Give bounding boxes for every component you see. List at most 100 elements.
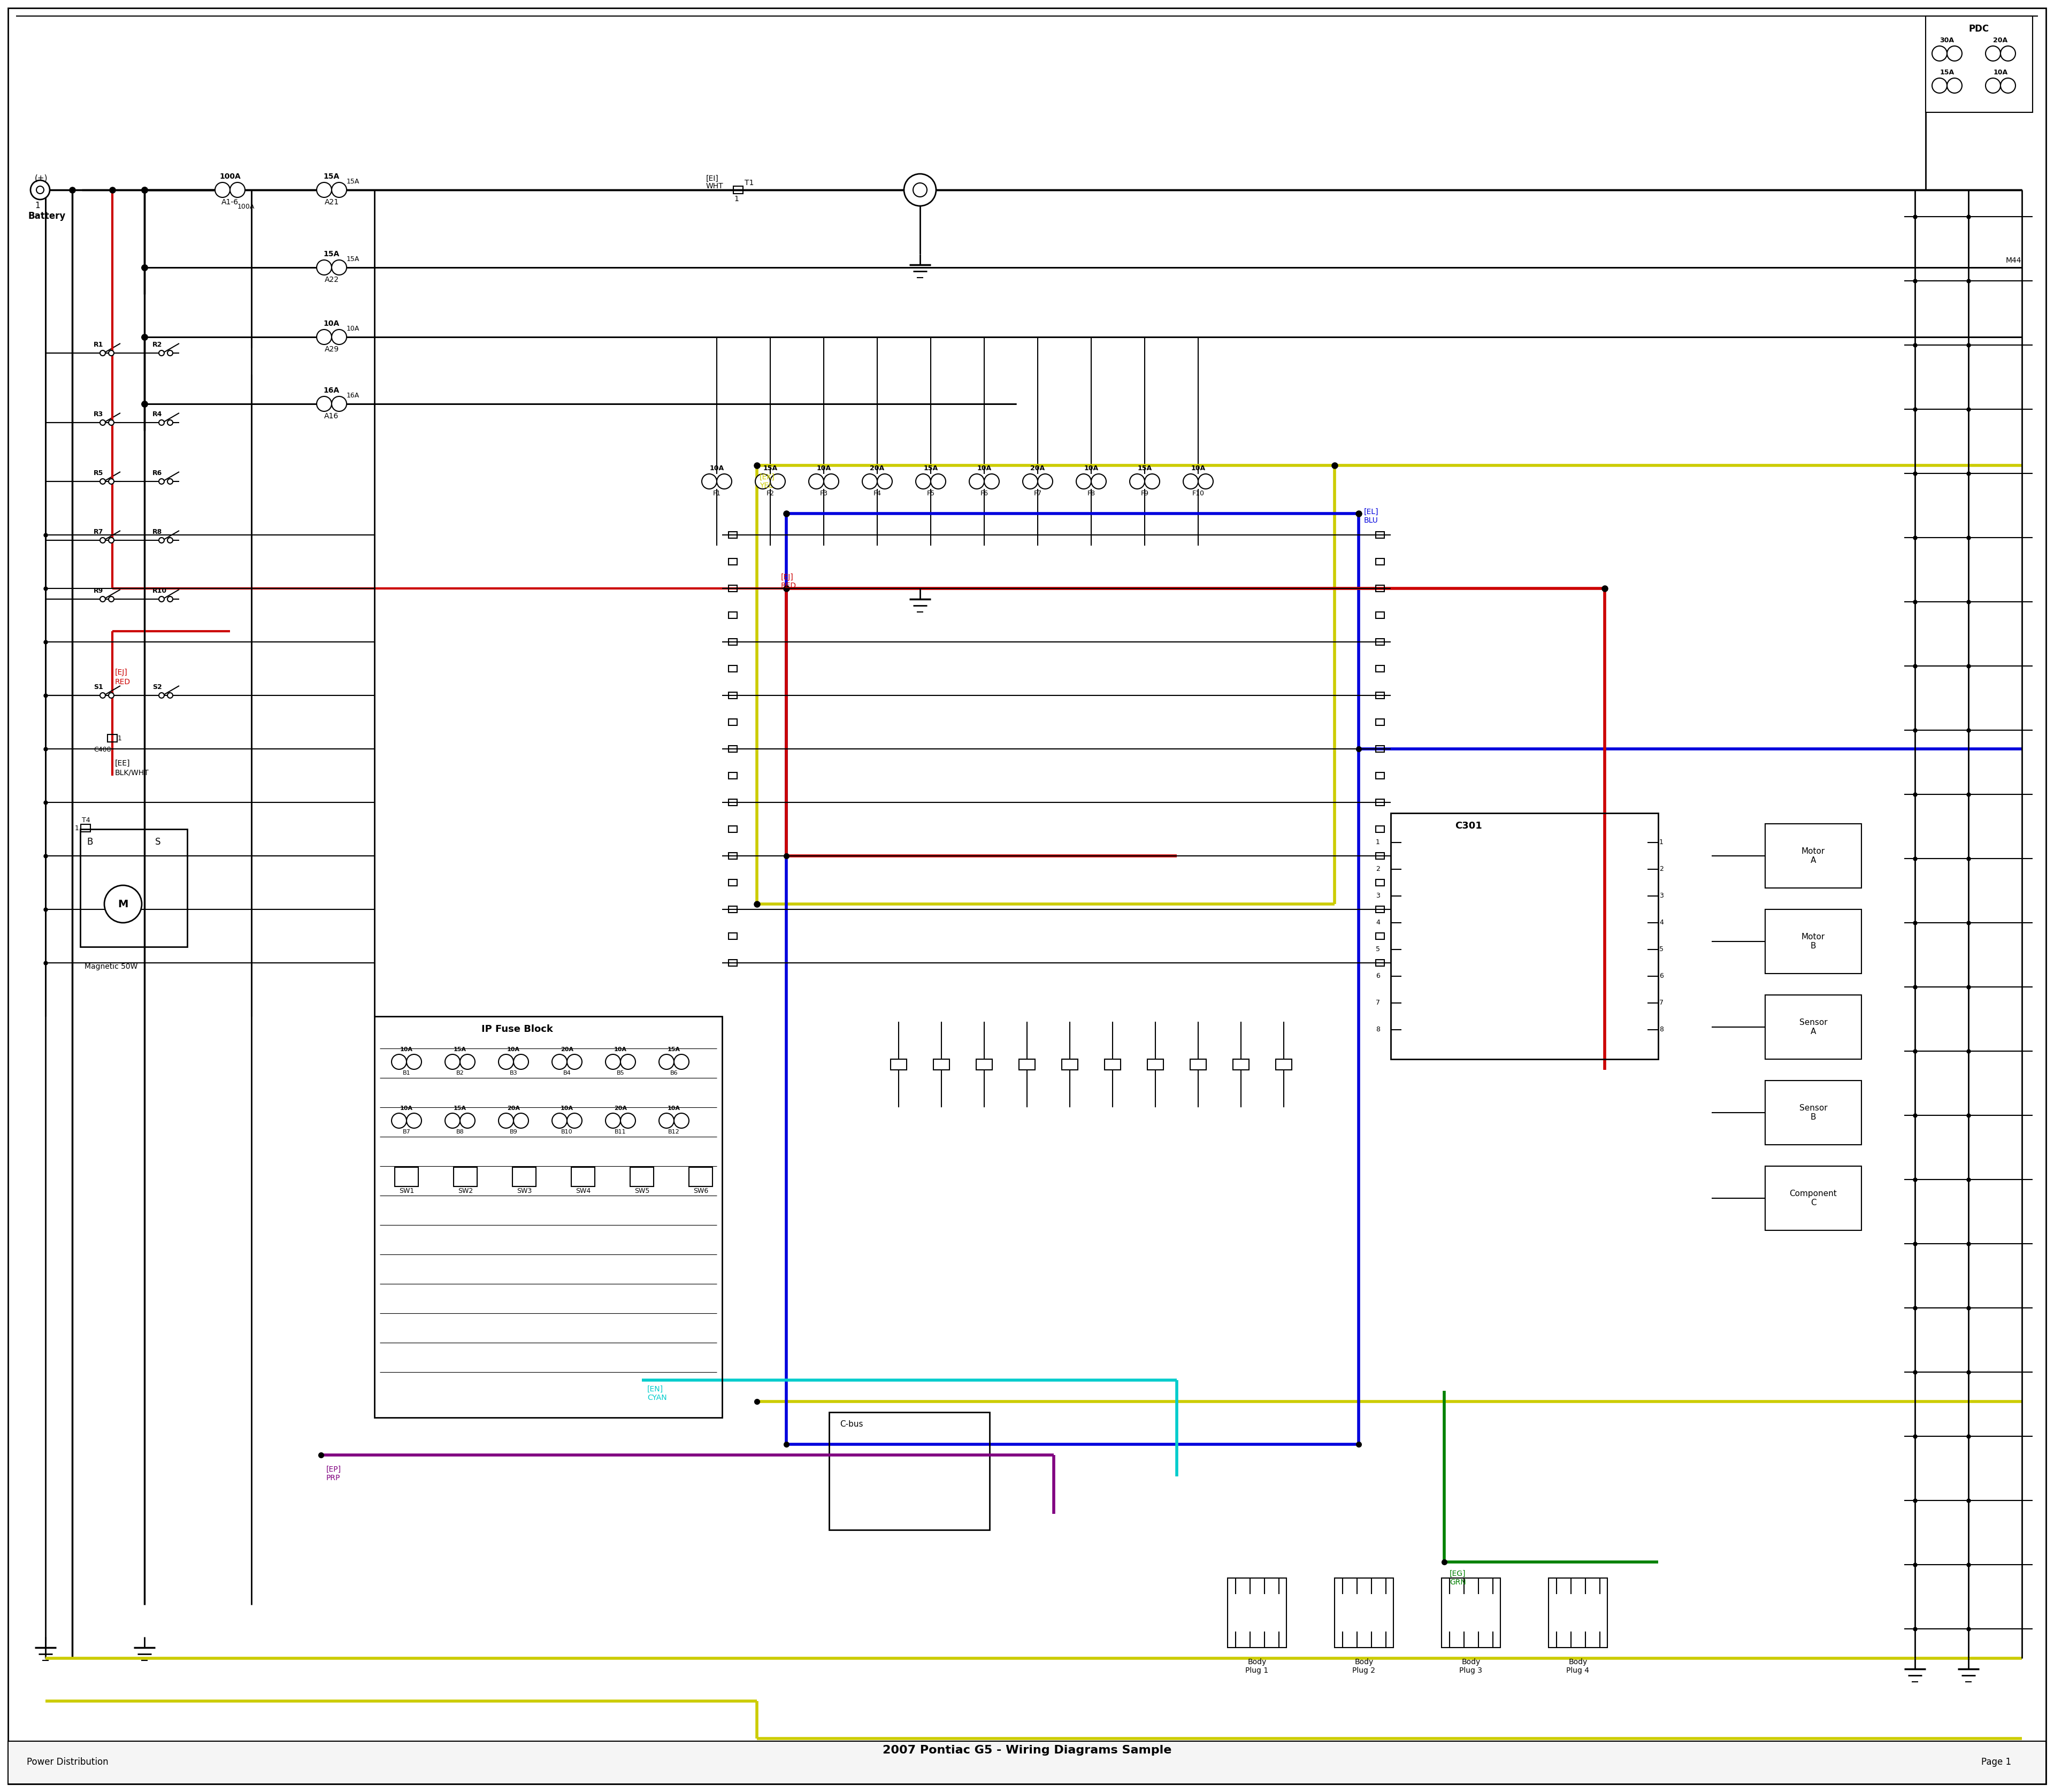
Bar — [1764, 995, 1861, 1059]
Circle shape — [407, 1113, 421, 1129]
Circle shape — [158, 538, 164, 543]
Circle shape — [109, 351, 113, 357]
Text: Sensor
A: Sensor A — [1799, 1018, 1828, 1036]
Bar — [1105, 1059, 1121, 1070]
Text: 10A: 10A — [709, 464, 723, 471]
Bar — [1376, 907, 1384, 912]
Text: 15A: 15A — [1939, 70, 1953, 75]
Circle shape — [930, 473, 945, 489]
Circle shape — [168, 597, 173, 602]
Text: SW6: SW6 — [692, 1188, 709, 1195]
Text: 15A: 15A — [1138, 464, 1152, 471]
Circle shape — [770, 473, 785, 489]
Circle shape — [1023, 473, 1037, 489]
Circle shape — [460, 1054, 474, 1070]
Bar — [631, 1167, 653, 1186]
Bar — [1764, 824, 1861, 889]
Circle shape — [158, 351, 164, 357]
Circle shape — [620, 1054, 635, 1070]
Bar — [1148, 1059, 1163, 1070]
Circle shape — [216, 183, 230, 197]
Text: S2: S2 — [152, 683, 162, 690]
Circle shape — [904, 174, 937, 206]
Circle shape — [606, 1054, 620, 1070]
Bar — [729, 934, 737, 939]
Text: 15A: 15A — [924, 464, 939, 471]
Text: R6: R6 — [152, 470, 162, 477]
Circle shape — [392, 1054, 407, 1070]
Bar — [1376, 853, 1384, 858]
Text: 15A: 15A — [668, 1047, 680, 1052]
Circle shape — [460, 1113, 474, 1129]
Text: 10A: 10A — [668, 1106, 680, 1111]
Text: [EE]: [EE] — [115, 760, 129, 767]
Bar — [1376, 665, 1384, 672]
Text: B7: B7 — [403, 1129, 411, 1134]
Circle shape — [168, 694, 173, 699]
Circle shape — [316, 183, 331, 197]
Circle shape — [109, 694, 113, 699]
Text: 100A: 100A — [220, 172, 240, 181]
Circle shape — [514, 1113, 528, 1129]
Bar — [1764, 1167, 1861, 1231]
Circle shape — [756, 473, 770, 489]
Text: 1: 1 — [117, 735, 121, 742]
Text: C408: C408 — [94, 745, 111, 753]
Bar — [729, 665, 737, 672]
Bar — [1232, 1059, 1249, 1070]
Circle shape — [446, 1054, 460, 1070]
Circle shape — [316, 330, 331, 344]
Text: 10A: 10A — [401, 1047, 413, 1052]
Bar — [1276, 1059, 1292, 1070]
Circle shape — [316, 260, 331, 274]
Text: [EI]: [EI] — [707, 176, 719, 183]
Circle shape — [606, 1113, 620, 1129]
Bar — [1764, 1081, 1861, 1145]
Text: B12: B12 — [668, 1129, 680, 1134]
Bar — [976, 1059, 992, 1070]
Bar — [80, 824, 90, 831]
Bar — [1376, 559, 1384, 564]
Bar — [80, 830, 187, 946]
Circle shape — [553, 1054, 567, 1070]
Circle shape — [101, 351, 105, 357]
Circle shape — [392, 1113, 407, 1129]
Bar — [1335, 1579, 1393, 1647]
Text: 4: 4 — [1376, 919, 1380, 926]
Text: 5: 5 — [1376, 946, 1380, 953]
Text: 20A: 20A — [1031, 464, 1045, 471]
Text: SW3: SW3 — [518, 1188, 532, 1195]
Bar — [729, 907, 737, 912]
Text: B9: B9 — [509, 1129, 518, 1134]
Text: A22: A22 — [325, 276, 339, 283]
Circle shape — [158, 478, 164, 484]
Bar — [1376, 934, 1384, 939]
Text: 15A: 15A — [325, 251, 339, 258]
Text: 2007 Pontiac G5 - Wiring Diagrams Sample: 2007 Pontiac G5 - Wiring Diagrams Sample — [883, 1745, 1171, 1756]
Circle shape — [553, 1113, 567, 1129]
Circle shape — [109, 538, 113, 543]
Text: 15A: 15A — [454, 1106, 466, 1111]
Text: SW2: SW2 — [458, 1188, 472, 1195]
Bar — [688, 1167, 713, 1186]
Bar — [511, 1167, 536, 1186]
Text: 100A: 100A — [238, 202, 255, 210]
Text: 16A: 16A — [325, 387, 339, 394]
Circle shape — [809, 473, 824, 489]
Circle shape — [158, 597, 164, 602]
Text: WHT: WHT — [707, 183, 723, 190]
Circle shape — [499, 1113, 514, 1129]
Circle shape — [331, 330, 347, 344]
Text: Body
Plug 1: Body Plug 1 — [1245, 1658, 1269, 1674]
Bar — [729, 853, 737, 858]
Text: 8: 8 — [1660, 1027, 1664, 1034]
Text: R1: R1 — [94, 340, 103, 348]
Text: (+): (+) — [35, 174, 47, 181]
Circle shape — [1183, 473, 1197, 489]
Bar — [729, 638, 737, 645]
Text: F10: F10 — [1191, 489, 1204, 496]
Circle shape — [168, 538, 173, 543]
Circle shape — [567, 1054, 581, 1070]
Text: 10A: 10A — [347, 324, 359, 332]
Text: B6: B6 — [670, 1070, 678, 1075]
